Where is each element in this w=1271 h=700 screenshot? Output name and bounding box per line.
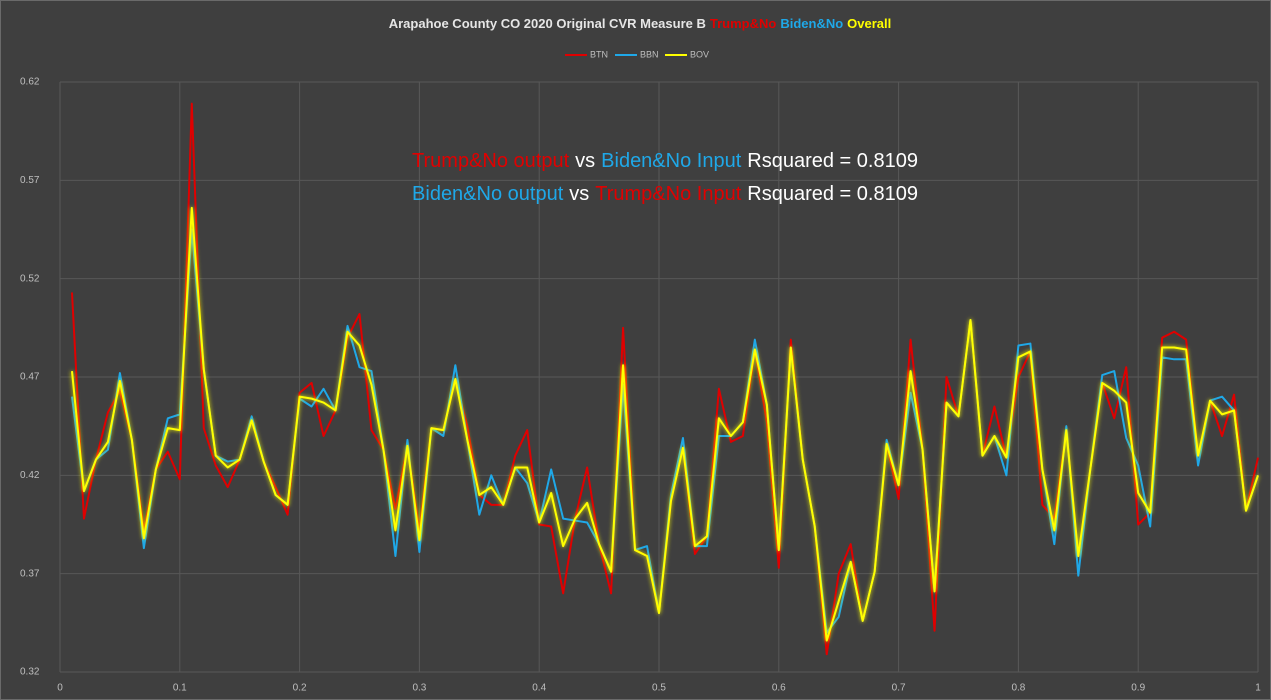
annotation-part: vs [575,150,595,172]
annotation-part: Trump&No output [412,150,570,172]
y-tick-label: 0.32 [20,667,40,678]
legend-label: BOV [690,49,709,59]
title-part: Trump&No [710,16,777,31]
x-tick-label: 0.7 [892,683,906,694]
title-part: Biden&No [780,16,843,31]
annotation-part: Rsquared = 0.8109 [747,183,918,205]
series-line [70,206,1259,642]
annotation-part: Rsquared = 0.8109 [747,150,918,172]
plot [70,102,1259,656]
annotations: Trump&No output vs Biden&No Input Rsquared … [412,150,918,205]
annotation: Biden&No output vs Trump&No Input Rsquared … [412,183,918,205]
x-tick-label: 0.6 [772,683,786,694]
x-tick-label: 0.8 [1011,683,1025,694]
y-tick-label: 0.52 [20,273,40,284]
x-tick-label: 0.5 [652,683,666,694]
y-tick-label: 0.47 [20,372,40,383]
x-tick-label: 0.4 [532,683,546,694]
x-tick-label: 1 [1255,683,1261,694]
annotation-part: Trump&No Input [595,183,741,205]
x-tick-label: 0.1 [173,683,187,694]
annotation-part: vs [569,183,589,205]
y-tick-label: 0.62 [20,77,40,88]
x-tick-label: 0.3 [412,683,426,694]
annotation-part: Biden&No Input [601,150,742,172]
legend-label: BTN [590,49,608,59]
legend: BTN BBN BOV [565,49,709,59]
x-tick-label: 0.2 [293,683,307,694]
title-part: Overall [847,16,891,31]
x-tick-label: 0 [57,683,63,694]
y-tick-label: 0.37 [20,568,40,579]
annotation-part: Biden&No output [412,183,564,205]
x-tick-label: 0.9 [1131,683,1145,694]
chart-title: Arapahoe County CO 2020 Original CVR Mea… [389,16,892,31]
legend-label: BBN [640,49,659,59]
y-tick-label: 0.57 [20,175,40,186]
y-tick-label: 0.42 [20,470,40,481]
title-part: Arapahoe County CO 2020 Original CVR Mea… [389,16,706,31]
annotation: Trump&No output vs Biden&No Input Rsquared … [412,150,918,172]
